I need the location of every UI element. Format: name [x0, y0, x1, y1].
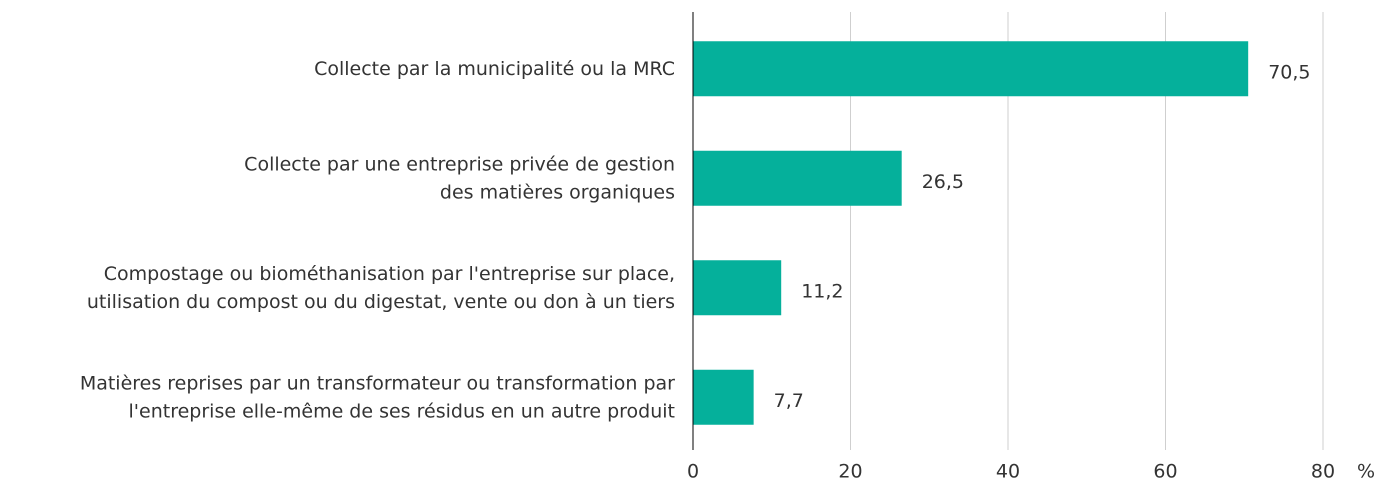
value-label: 26,5	[922, 171, 964, 193]
bar	[693, 150, 902, 206]
x-tick-label: 40	[996, 461, 1020, 483]
x-tick-label: 80	[1311, 461, 1335, 483]
x-tick-label: 60	[1153, 461, 1177, 483]
y-tick-label: Collecte par la municipalité ou la MRC	[314, 57, 675, 79]
bar	[693, 41, 1249, 97]
value-label: 7,7	[774, 390, 804, 412]
y-tick-label: Collecte par une entreprise privée de ge…	[244, 153, 675, 203]
x-tick-label: 20	[838, 461, 862, 483]
x-tick-label: 0	[687, 461, 699, 483]
y-tick-label: Compostage ou biométhanisation par l'ent…	[87, 262, 675, 312]
value-label: 11,2	[801, 280, 843, 302]
value-label: 70,5	[1268, 61, 1310, 83]
y-tick-label: Matières reprises par un transformateur …	[80, 372, 675, 422]
x-axis-label: %	[1357, 461, 1375, 483]
bar	[693, 260, 782, 316]
bar	[693, 369, 754, 425]
